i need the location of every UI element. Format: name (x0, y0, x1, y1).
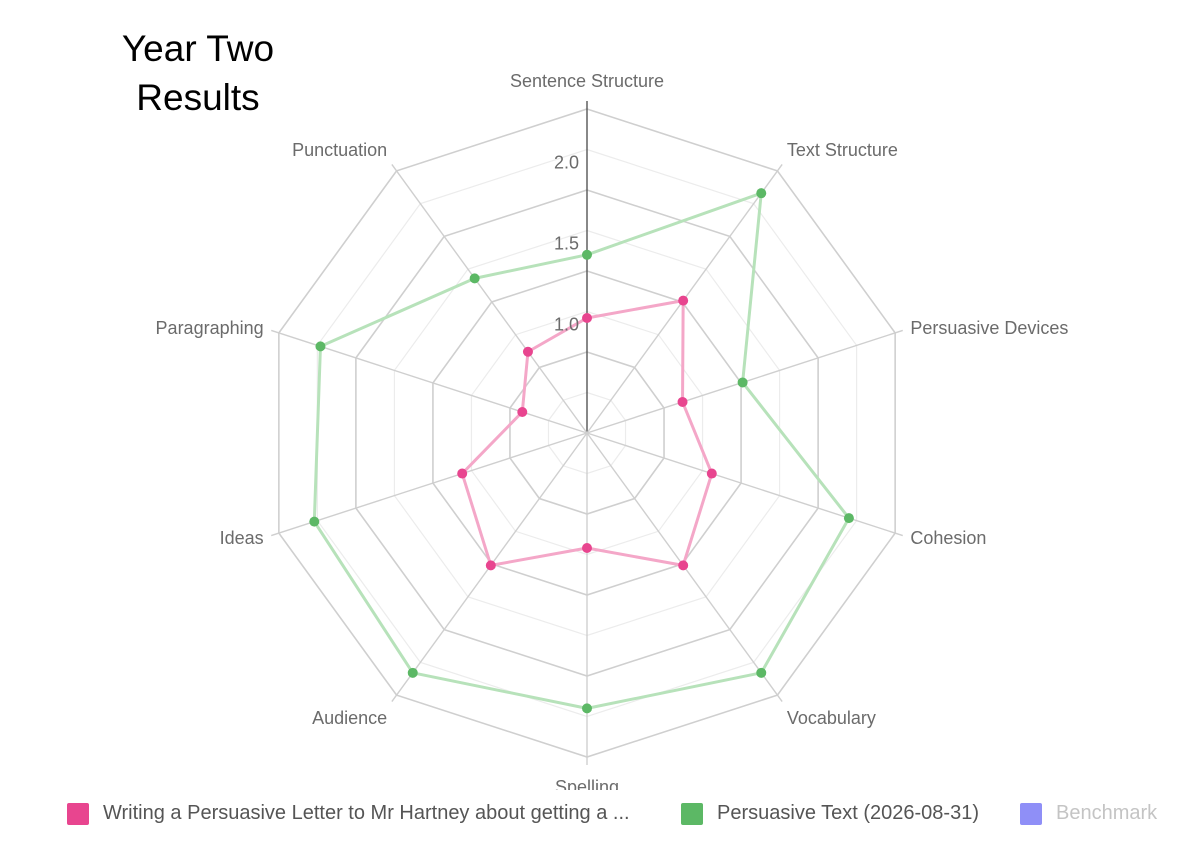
radar-chart: Sentence Structure Text Structure Persuasi… (156, 71, 1069, 790)
data-point[interactable] (582, 312, 592, 323)
legend-swatch-series-2 (681, 802, 703, 825)
data-point[interactable] (843, 513, 854, 524)
data-point[interactable] (485, 560, 496, 571)
data-point[interactable] (517, 406, 528, 417)
axis-label: Punctuation (292, 140, 387, 160)
data-point[interactable] (582, 249, 592, 260)
tick-label: 2.0 (554, 152, 579, 172)
legend-label-series-3: Benchmark (1056, 802, 1158, 824)
data-point[interactable] (522, 346, 533, 357)
axis-label: Ideas (220, 528, 264, 548)
data-point[interactable] (706, 468, 717, 479)
tick-label: 1.5 (554, 233, 579, 253)
legend-label-series-1: Writing a Persuasive Letter to Mr Hartne… (103, 802, 630, 824)
legend-swatch-series-3 (1020, 802, 1042, 825)
data-point[interactable] (469, 273, 480, 284)
data-point[interactable] (457, 468, 468, 479)
radar-spokes (271, 101, 903, 765)
axis-label: Cohesion (910, 528, 986, 548)
axis-spoke (586, 432, 903, 537)
data-point[interactable] (407, 667, 418, 678)
axis-spoke (271, 432, 588, 537)
data-point[interactable] (582, 703, 592, 714)
data-point[interactable] (315, 341, 326, 352)
data-point[interactable] (756, 188, 767, 199)
legend-item-series-2[interactable]: Persuasive Text (2026-08-31) (681, 802, 979, 825)
axis-spoke (391, 163, 588, 434)
legend-item-series-1[interactable]: Writing a Persuasive Letter to Mr Hartne… (67, 802, 630, 825)
legend-item-series-3[interactable]: Benchmark (1020, 802, 1157, 825)
axis-label: Spelling (555, 777, 619, 790)
axis-label: Audience (312, 708, 387, 728)
data-point[interactable] (582, 543, 592, 554)
chart-title: Year Two Results (121, 28, 275, 118)
data-point[interactable] (678, 295, 689, 306)
legend: Writing a Persuasive Letter to Mr Hartne… (0, 796, 1200, 832)
radar-tick-labels: 1.0 1.5 2.0 (554, 152, 579, 334)
axis-label: Paragraphing (156, 318, 264, 338)
axis-label: Vocabulary (787, 708, 876, 728)
axis-label: Sentence Structure (510, 71, 664, 91)
radar-axis-labels: Sentence Structure Text Structure Persuasi… (156, 71, 1069, 790)
data-point[interactable] (737, 377, 748, 388)
legend-label-series-2: Persuasive Text (2026-08-31) (717, 802, 979, 824)
data-point[interactable] (756, 667, 767, 678)
series-1 (457, 295, 717, 571)
legend-swatch-series-1 (67, 802, 89, 825)
data-point[interactable] (677, 396, 688, 407)
axis-label: Persuasive Devices (910, 318, 1068, 338)
data-point[interactable] (678, 560, 689, 571)
tick-label: 1.0 (554, 314, 579, 334)
data-point[interactable] (309, 516, 320, 527)
axis-label: Text Structure (787, 140, 898, 160)
series-2 (309, 188, 854, 714)
radar-series (309, 188, 854, 714)
